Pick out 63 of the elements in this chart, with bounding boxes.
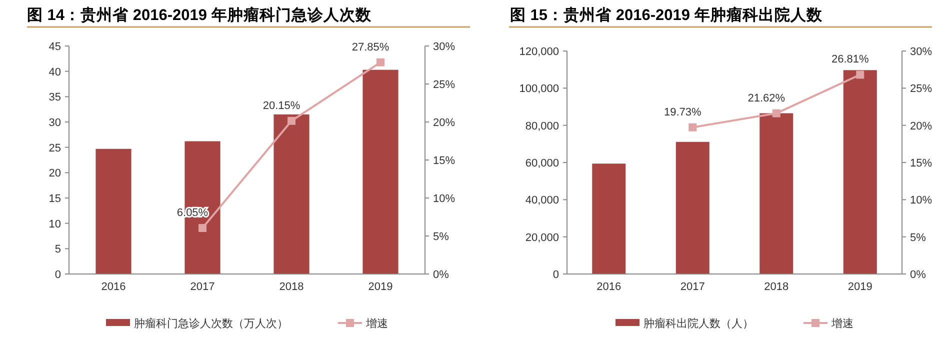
y-tick-label: 35	[48, 92, 61, 104]
y-tick-label: 5	[54, 244, 61, 256]
point	[288, 116, 296, 125]
y2-tick-label: 5%	[433, 231, 450, 243]
y-tick-label: 0	[552, 269, 559, 281]
y-tick-label: 80,000	[525, 120, 559, 132]
point	[856, 70, 864, 79]
y2-tick-label: 20%	[910, 120, 932, 132]
x-tick-label: 2017	[190, 281, 215, 293]
point	[198, 224, 206, 232]
legend-label: 增速	[365, 317, 388, 330]
bar	[274, 114, 310, 274]
data-label: 19.73%	[664, 106, 702, 118]
bar	[362, 70, 398, 274]
legend-label: 增速	[830, 317, 854, 330]
y-tick-label: 15	[48, 193, 61, 205]
y2-tick-label: 30%	[433, 41, 456, 53]
y2-tick-label: 10%	[433, 193, 456, 205]
y2-tick-label: 20%	[433, 117, 456, 129]
point	[688, 123, 697, 132]
x-tick-label: 2017	[680, 281, 705, 293]
chart-title: 图 14：贵州省 2016-2019 年肿瘤科门急诊人次数	[27, 6, 372, 24]
y2-tick-label: 0%	[910, 269, 926, 281]
chart-title: 图 15：贵州省 2016-2019 年肿瘤科出院人数	[510, 6, 824, 24]
y2-tick-label: 30%	[910, 46, 932, 58]
y-tick-label: 25	[48, 142, 61, 154]
y2-tick-label: 25%	[910, 83, 932, 96]
bar	[843, 70, 877, 274]
x-tick-label: 2019	[848, 281, 872, 293]
bar	[676, 142, 710, 274]
y-tick-label: 120,000	[519, 46, 559, 58]
x-tick-label: 2016	[101, 281, 126, 293]
x-tick-label: 2018	[279, 281, 304, 293]
bar	[592, 164, 626, 274]
y2-tick-label: 15%	[910, 158, 932, 170]
point	[376, 58, 384, 66]
x-tick-label: 2019	[368, 281, 393, 293]
y2-tick-label: 0%	[433, 269, 450, 281]
data-label: 27.85%	[352, 41, 390, 54]
y-tick-label: 40,000	[525, 194, 559, 207]
data-label: 26.81%	[831, 54, 869, 66]
y-tick-label: 0	[54, 269, 61, 281]
x-tick-label: 2018	[764, 281, 789, 293]
bar	[96, 148, 132, 274]
y-tick-label: 45	[48, 41, 61, 53]
data-label: 20.15%	[262, 100, 300, 112]
y2-tick-label: 5%	[910, 232, 926, 244]
x-tick-label: 2016	[596, 281, 622, 293]
y-tick-label: 10	[48, 218, 61, 230]
y-tick-label: 30	[48, 117, 61, 129]
data-label: 21.62%	[748, 92, 786, 104]
y-tick-label: 60,000	[525, 158, 559, 170]
y2-tick-label: 10%	[910, 194, 932, 207]
y2-tick-label: 25%	[433, 79, 456, 91]
point	[772, 109, 780, 118]
y-tick-label: 40	[48, 66, 61, 78]
y-tick-label: 20,000	[525, 232, 559, 244]
y-tick-label: 20	[48, 168, 61, 180]
bar	[760, 113, 794, 274]
legend-label: 肿瘤科门急诊人次数（万人次）	[134, 317, 288, 330]
y-tick-label: 100,000	[519, 83, 559, 96]
y2-tick-label: 15%	[433, 155, 456, 167]
legend-label: 肿瘤科出院人数（人）	[644, 317, 754, 330]
